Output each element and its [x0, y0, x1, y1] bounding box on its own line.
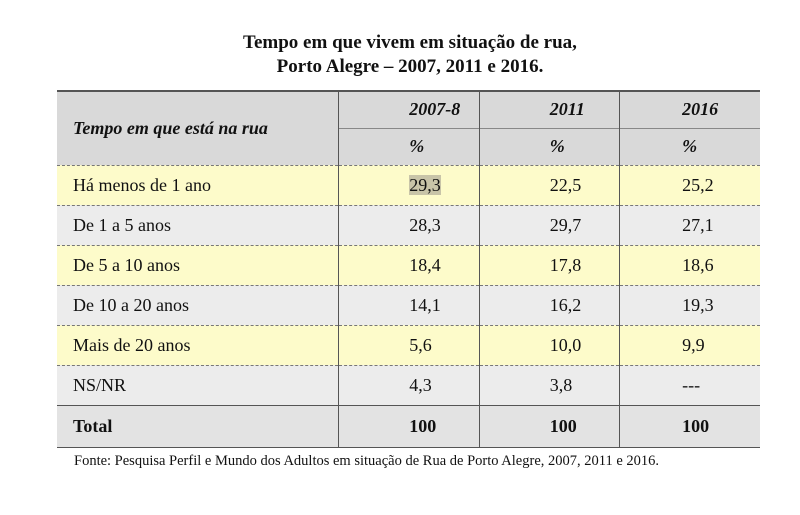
- cell-text: 29,3: [409, 174, 441, 195]
- cell-text: 18,6: [682, 254, 714, 275]
- cell: 10,0: [478, 324, 620, 365]
- cell-text: 100: [409, 415, 437, 436]
- table-body: Tempo em que está na rua 2007-8 2011 201…: [57, 90, 760, 448]
- title-line: Tempo em que vivem em situação de rua,: [243, 32, 577, 53]
- cell: 100: [338, 404, 480, 448]
- cell: 100: [619, 404, 760, 448]
- cell-text: 27,1: [682, 214, 714, 235]
- cell-text: 100: [682, 415, 710, 436]
- unit-row: % % %: [57, 127, 760, 165]
- cell-text: 29,7: [549, 214, 582, 235]
- table-row: De 5 a 10 anos 18,4 17,8 18,6: [57, 244, 760, 285]
- cell-text: 14,1: [409, 294, 441, 315]
- cell-text: De 10 a 20 anos: [73, 294, 189, 315]
- cell-text: 5,6: [409, 334, 432, 355]
- row-label: Há menos de 1 ano: [57, 164, 339, 205]
- cell: 16,2: [478, 284, 620, 325]
- cell-text: De 1 a 5 anos: [73, 214, 171, 235]
- cell-text: 28,3: [409, 214, 441, 235]
- cell-text: ---: [682, 374, 701, 395]
- cell-text: 22,5: [549, 174, 582, 195]
- cell: 17,8: [478, 244, 620, 285]
- cell-text: 4,3: [409, 374, 432, 395]
- cell: 4,3: [338, 364, 480, 405]
- row-label: NS/NR: [57, 364, 339, 405]
- unit-header: %: [478, 127, 620, 165]
- source-note: Fonte: Pesquisa Perfil e Mundo dos Adult…: [74, 453, 660, 469]
- unit-header: %: [619, 127, 760, 165]
- cell-text: 18,4: [409, 254, 441, 275]
- title-line: Porto Alegre – 2007, 2011 e 2016.: [276, 56, 544, 77]
- column-header: 2016: [619, 90, 760, 128]
- cell-text: 100: [549, 415, 577, 436]
- cell-text: NS/NR: [73, 374, 127, 395]
- table-row: Há menos de 1 ano 29,3 22,5 25,2: [57, 164, 760, 205]
- row-label: Mais de 20 anos: [57, 324, 339, 365]
- data-table: Tempo em que está na rua 2007-8 2011 201…: [57, 90, 760, 448]
- cell: 28,3: [338, 204, 480, 245]
- row-label: De 10 a 20 anos: [57, 284, 339, 325]
- cell: 25,2: [619, 164, 760, 205]
- cell: 18,6: [619, 244, 760, 285]
- cell: 100: [478, 404, 620, 448]
- cell-text: 9,9: [682, 334, 705, 355]
- cell: 3,8: [478, 364, 620, 405]
- cell-text: 17,8: [549, 254, 582, 275]
- unit-header: %: [338, 127, 480, 165]
- cell: 18,4: [338, 244, 480, 285]
- cell: ---: [619, 364, 760, 405]
- corner-header: Tempo em que está na rua: [57, 90, 339, 165]
- cell: 9,9: [619, 324, 760, 365]
- cell-text: 3,8: [549, 374, 573, 395]
- cell-text: 25,2: [682, 174, 714, 195]
- cell: 27,1: [619, 204, 760, 245]
- column-header: 2007-8: [338, 90, 480, 128]
- row-label: Total: [57, 404, 339, 448]
- cell-text: 16,2: [549, 294, 582, 315]
- table-row: Mais de 20 anos 5,6 10,0 9,9: [57, 324, 760, 365]
- cell-text: Total: [73, 415, 113, 436]
- header-row: Tempo em que está na rua 2007-8 2011 201…: [57, 90, 760, 165]
- column-header: 2011: [478, 90, 620, 128]
- cell: 29,3: [338, 164, 480, 205]
- cell-text: Mais de 20 anos: [73, 334, 191, 355]
- table-row: De 1 a 5 anos 28,3 29,7 27,1: [57, 204, 760, 245]
- cell: 22,5: [478, 164, 620, 205]
- row-label: De 1 a 5 anos: [57, 204, 339, 245]
- cell-text: De 5 a 10 anos: [73, 254, 180, 275]
- cell-text: 10,0: [549, 334, 582, 355]
- table-row: NS/NR 4,3 3,8 ---: [57, 364, 760, 405]
- table-row: Total 100 100 100: [57, 404, 760, 448]
- cell-text: 19,3: [682, 294, 714, 315]
- cell: 14,1: [338, 284, 480, 325]
- table-row: De 10 a 20 anos 14,1 16,2 19,3: [57, 284, 760, 325]
- cell-text: Há menos de 1 ano: [73, 174, 211, 195]
- cell: 5,6: [338, 324, 480, 365]
- cell: 29,7: [478, 204, 620, 245]
- row-label: De 5 a 10 anos: [57, 244, 339, 285]
- cell: 19,3: [619, 284, 760, 325]
